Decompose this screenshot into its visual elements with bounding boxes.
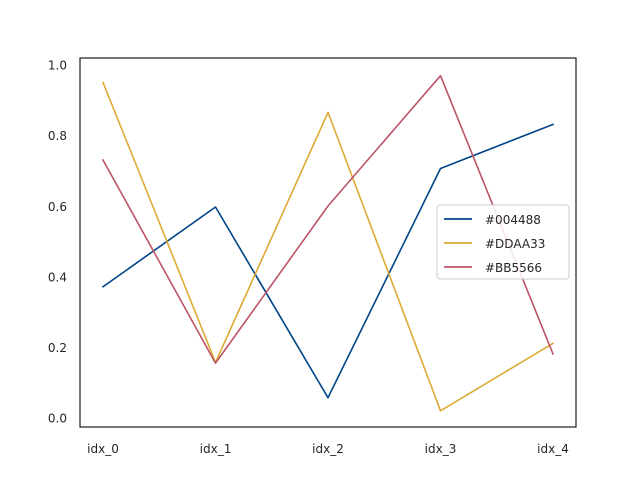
legend-label-2: #BB5566 — [485, 261, 542, 275]
series-line-2 — [101, 74, 555, 364]
x-axis: idx_0 idx_1 idx_2 idx_3 idx_4 — [87, 442, 569, 456]
series-line-1 — [101, 81, 555, 412]
legend-label-1: #DDAA33 — [485, 237, 545, 251]
series-line-0 — [101, 123, 555, 399]
legend-box — [436, 204, 570, 280]
plot-frame — [79, 57, 577, 428]
y-tick-label: 0.2 — [48, 341, 67, 355]
legend: #004488 #DDAA33 #BB5566 — [436, 204, 570, 280]
x-tick-label: idx_4 — [537, 442, 569, 456]
y-tick-label: 1.0 — [48, 59, 67, 73]
y-tick-label: 0.6 — [48, 200, 67, 214]
legend-label-0: #004488 — [485, 213, 541, 227]
y-axis: 0.0 0.2 0.4 0.6 0.8 1.0 — [48, 59, 67, 426]
x-tick-label: idx_2 — [312, 442, 344, 456]
x-tick-label: idx_0 — [87, 442, 119, 456]
y-tick-label: 0.4 — [48, 270, 67, 284]
x-tick-label: idx_1 — [200, 442, 232, 456]
y-tick-label: 0.8 — [48, 129, 67, 143]
lines-layer — [101, 74, 555, 412]
x-tick-label: idx_3 — [425, 442, 457, 456]
y-tick-label: 0.0 — [48, 412, 67, 426]
